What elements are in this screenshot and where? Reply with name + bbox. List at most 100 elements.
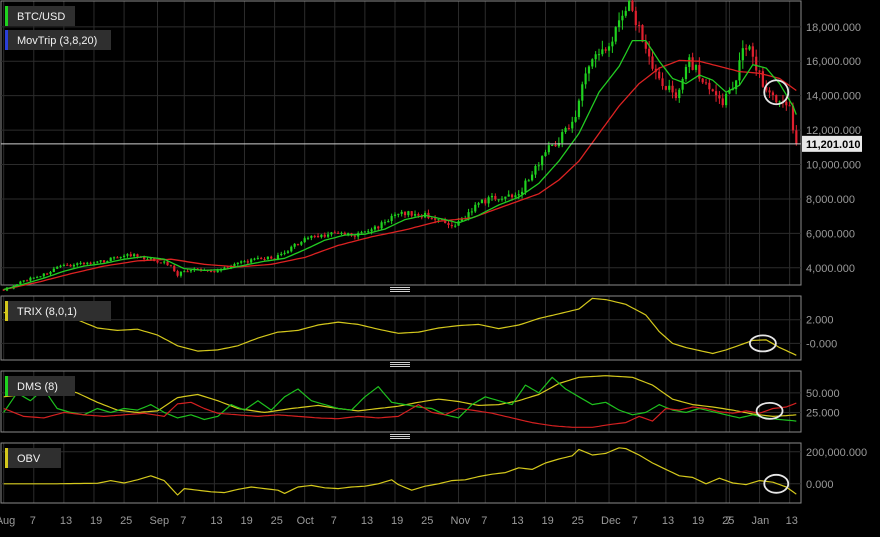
candle — [300, 241, 303, 246]
candle-body — [658, 71, 661, 79]
candle-body — [571, 121, 574, 129]
candle-body — [775, 95, 778, 103]
candle-body — [213, 271, 216, 273]
candle-body — [246, 261, 249, 263]
candle-body — [266, 256, 269, 260]
candle — [507, 190, 510, 197]
candle-body — [159, 262, 162, 264]
candle — [661, 72, 664, 90]
x-tick-label: 13 — [361, 515, 373, 527]
candle-body — [604, 49, 607, 51]
candle — [400, 209, 403, 217]
candle-body — [745, 48, 748, 50]
candle-body — [524, 180, 527, 192]
vertical-grid-1 — [3, 296, 791, 360]
candle — [594, 51, 597, 68]
candle-body — [751, 46, 754, 57]
candle-body — [106, 261, 109, 263]
candle-body — [721, 98, 724, 106]
candle-body — [460, 219, 463, 222]
candle — [624, 6, 627, 18]
candle — [169, 264, 172, 267]
candle-body — [122, 255, 126, 257]
candle-body — [755, 56, 758, 71]
candle — [755, 49, 758, 76]
candle-body — [484, 199, 487, 204]
candle — [738, 52, 741, 86]
candle — [213, 270, 216, 273]
candle-body — [240, 261, 243, 263]
candle-body — [791, 105, 795, 131]
candle-body — [684, 66, 688, 80]
candle-body — [56, 266, 59, 269]
candle — [537, 162, 540, 171]
legend-box — [5, 30, 111, 50]
candle — [283, 250, 286, 256]
candle — [504, 196, 507, 202]
x-tick-label: Aug — [0, 515, 15, 527]
candle-body — [236, 262, 239, 264]
candle-body — [92, 262, 96, 264]
candle-body — [330, 232, 333, 235]
candle — [246, 259, 249, 265]
legend-box — [5, 301, 111, 321]
candle-body — [340, 232, 343, 234]
candle — [263, 257, 266, 261]
x-tick-label: 25 — [421, 515, 433, 527]
candle-body — [500, 198, 504, 200]
candle-body — [564, 127, 567, 133]
candle-body — [290, 246, 293, 252]
candle — [176, 269, 179, 278]
x-tick-label: Nov — [451, 515, 471, 527]
candle — [477, 201, 480, 208]
candle-body — [644, 41, 647, 49]
candle — [534, 164, 537, 178]
candle-body — [400, 211, 403, 214]
annotation-circle-price — [763, 79, 790, 106]
candle — [82, 261, 86, 267]
candle — [577, 98, 581, 120]
candle-body — [617, 20, 621, 28]
candle-body — [280, 253, 283, 256]
candle-body — [517, 194, 520, 196]
candle-body — [591, 59, 594, 67]
candle-body — [648, 48, 651, 57]
candle-body — [15, 284, 19, 286]
candle — [380, 220, 383, 230]
candle — [66, 262, 69, 266]
candle — [587, 65, 591, 82]
candle — [119, 256, 122, 260]
candle — [306, 236, 310, 241]
candle — [236, 262, 239, 266]
candle-body — [133, 254, 136, 257]
candle — [628, 0, 631, 12]
candle — [621, 10, 624, 30]
candle-body — [624, 10, 627, 16]
dms-line-adx — [3, 375, 797, 417]
candle-body — [163, 261, 166, 263]
obv-line-obv — [3, 447, 797, 496]
candle — [49, 270, 52, 276]
x-tick-label: 19 — [391, 515, 403, 527]
candle-body — [674, 92, 678, 99]
candle-body — [628, 0, 631, 11]
candle-body — [89, 262, 92, 264]
x-tick-label: 7 — [180, 515, 186, 527]
candle — [323, 232, 326, 238]
candle-body — [273, 258, 276, 260]
trix-line-trix — [3, 297, 797, 356]
candle — [681, 77, 684, 94]
candle — [497, 199, 500, 203]
candle — [557, 137, 560, 148]
dms-line-di — [3, 401, 797, 428]
candle — [250, 258, 253, 264]
candle — [751, 42, 754, 65]
candle — [360, 230, 363, 234]
candle-body — [380, 222, 383, 229]
candle — [76, 262, 79, 267]
candle — [694, 64, 698, 73]
candle — [410, 210, 413, 218]
candle — [718, 90, 721, 104]
candle-body — [547, 145, 550, 153]
